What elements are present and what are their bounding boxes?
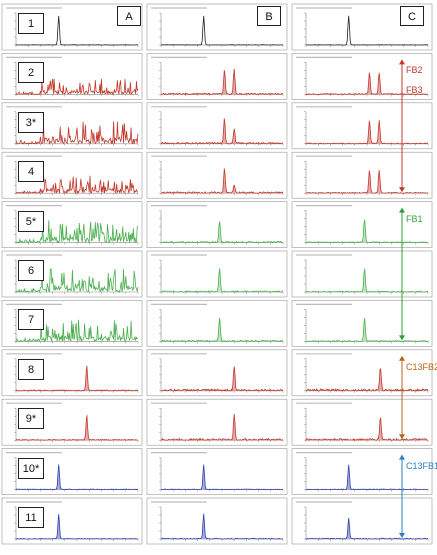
chromatogram-panel-5*-B: [146, 201, 288, 248]
chromatogram-panel-8-C: [291, 349, 433, 397]
chromatogram-panel-3*-C: [291, 102, 433, 150]
chromatogram-trace-10*-A: [15, 464, 139, 491]
group-arrow-4: [399, 454, 405, 538]
chromatogram-trace-9*-C: [305, 417, 429, 442]
group-label-fb1: FB1: [406, 213, 423, 224]
chromatogram-panel-9*-B: [146, 398, 288, 446]
chromatogram-trace-1-B: [160, 15, 284, 46]
chromatogram-panel-5*-C: [291, 201, 433, 248]
chromatogram-trace-10*-B: [160, 464, 284, 491]
chromatogram-trace-6-C: [305, 268, 429, 293]
row-label-2: 2: [18, 62, 44, 84]
chromatogram-panel-2-B: [146, 53, 288, 100]
chromatogram-trace-9*-A: [16, 415, 139, 441]
chromatogram-trace-10*-C: [305, 464, 428, 491]
chromatogram-trace-2-B: [161, 68, 284, 96]
chromatogram-trace-3*-A: [15, 121, 139, 145]
chromatogram-trace-8-C: [306, 367, 429, 392]
chromatogram-trace-7-C: [305, 318, 429, 342]
group-arrow-2: [399, 207, 405, 341]
chromatogram-trace-7-A: [15, 319, 139, 343]
chromatogram-panel-7-C: [291, 300, 433, 347]
chromatogram-panel-11-B: [146, 497, 288, 545]
chromatogram-trace-3*-C: [305, 120, 429, 145]
chromatogram-trace-11-C: [305, 518, 429, 540]
chromatogram-panel-10*-B: [146, 448, 288, 495]
chromatogram-panel-9*-C: [291, 398, 433, 446]
chromatogram-trace-5*-C: [306, 219, 429, 244]
group-label-c13fb1: C13FB1: [406, 460, 437, 471]
row-label-3: 3*: [18, 111, 44, 133]
chromatogram-trace-4-C: [306, 170, 429, 194]
group-arrow-1: [399, 59, 405, 193]
chromatogram-panel-7-B: [146, 300, 288, 347]
chromatogram-panel-2-C: [291, 53, 433, 100]
row-label-1: 1: [18, 13, 44, 34]
column-label-c: C: [400, 6, 424, 26]
row-label-11: 11: [18, 507, 44, 528]
chromatogram-trace-11-B: [160, 513, 284, 540]
row-label-9: 9*: [18, 408, 44, 430]
chromatogram-trace-5*-A: [15, 220, 139, 244]
group-label-fb3: FB3: [406, 85, 423, 96]
chromatogram-trace-1-C: [305, 15, 429, 46]
chromatogram-trace-6-B: [160, 268, 284, 293]
chromatogram-panel-8-B: [146, 349, 288, 397]
group-label-c13fb2: C13FB2: [406, 361, 437, 372]
chromatogram-trace-2-A: [15, 78, 139, 96]
row-label-4: 4: [18, 161, 44, 183]
chromatogram-trace-2-C: [305, 72, 428, 95]
row-label-5: 5*: [18, 210, 44, 232]
chromatogram-trace-1-A: [16, 15, 139, 46]
group-label-fb2: FB2: [406, 65, 423, 76]
chromatogram-trace-7-B: [160, 317, 284, 342]
row-label-10: 10*: [18, 457, 44, 479]
chromatogram-trace-4-A: [15, 175, 139, 195]
row-label-8: 8: [18, 358, 44, 380]
chromatogram-trace-9*-B: [160, 413, 284, 442]
chromatogram-trace-8-B: [160, 366, 284, 392]
chromatogram-panel-6-B: [146, 250, 288, 298]
chromatogram-panel-11-C: [291, 497, 433, 545]
chromatogram-trace-6-A: [15, 268, 139, 294]
chromatogram-panel-10*-C: [291, 448, 433, 495]
chromatogram-panel-4-B: [146, 151, 288, 199]
chromatogram-trace-8-A: [15, 365, 139, 392]
chromatogram-trace-3*-B: [160, 118, 284, 145]
row-label-7: 7: [18, 309, 44, 331]
column-label-b: B: [257, 6, 281, 26]
chromatogram-panel-4-C: [291, 151, 433, 199]
row-label-6: 6: [18, 260, 44, 281]
chromatogram-trace-11-A: [15, 514, 138, 540]
chromatogram-panel-6-C: [291, 250, 433, 298]
group-arrow-3: [399, 355, 405, 440]
chromatogram-trace-4-B: [160, 168, 284, 194]
column-label-a: A: [117, 6, 141, 26]
chromatogram-panel-3*-B: [146, 102, 288, 150]
chromatogram-trace-5*-B: [161, 221, 284, 244]
